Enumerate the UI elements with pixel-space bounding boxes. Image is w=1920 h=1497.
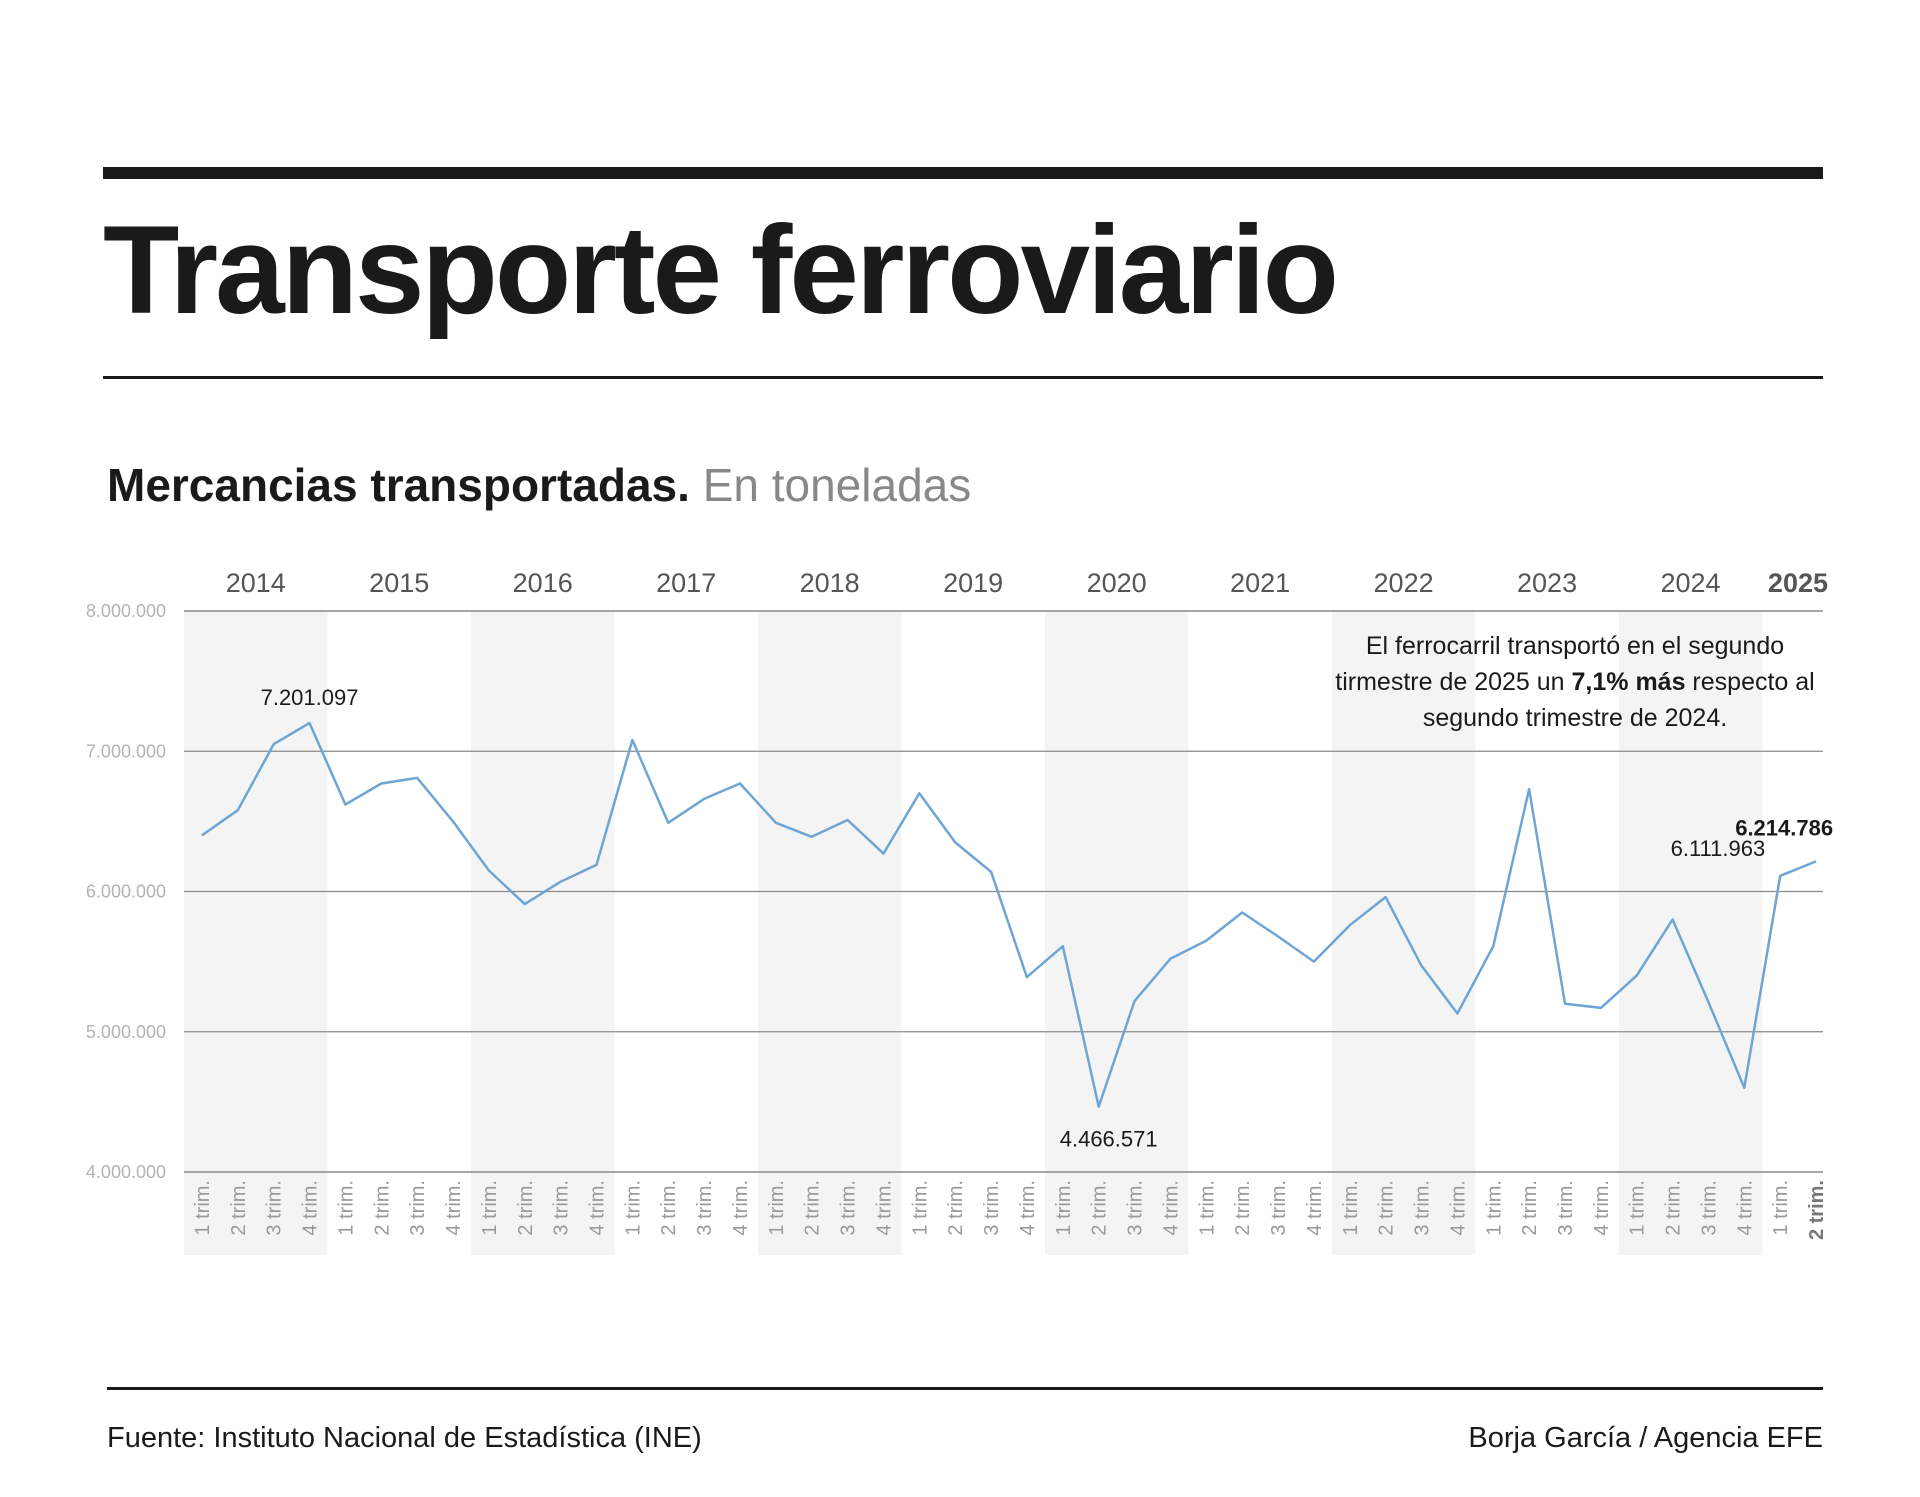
year-label: 2025 bbox=[1768, 568, 1828, 598]
year-band bbox=[184, 611, 328, 1255]
quarter-label: 4 trim. bbox=[443, 1180, 465, 1236]
quarter-label: 4 trim. bbox=[730, 1180, 752, 1236]
quarter-label: 3 trim. bbox=[1555, 1180, 1577, 1236]
quarter-label: 3 trim. bbox=[694, 1180, 716, 1236]
top-rule bbox=[103, 167, 1823, 179]
year-label: 2018 bbox=[800, 568, 860, 598]
quarter-label: 4 trim. bbox=[1304, 1180, 1326, 1236]
quarter-label: 4 trim. bbox=[587, 1180, 609, 1236]
year-label: 2021 bbox=[1230, 568, 1290, 598]
year-band bbox=[1044, 611, 1189, 1255]
annotation-text: tirmestre de 2025 un bbox=[1335, 668, 1571, 696]
source-note: Fuente: Instituto Nacional de Estadístic… bbox=[107, 1422, 702, 1454]
quarter-label: 3 trim. bbox=[1268, 1180, 1290, 1236]
quarter-label: 1 trim. bbox=[1196, 1180, 1218, 1236]
y-tick-label: 7.000.000 bbox=[86, 741, 166, 761]
year-label: 2017 bbox=[656, 568, 716, 598]
quarter-label: 4 trim. bbox=[1017, 1180, 1039, 1236]
quarter-label: 1 trim. bbox=[1483, 1180, 1505, 1236]
quarter-label: 4 trim. bbox=[1734, 1180, 1756, 1236]
quarter-label: 3 trim. bbox=[551, 1180, 573, 1236]
quarter-label: 4 trim. bbox=[1160, 1180, 1182, 1236]
quarter-label: 4 trim. bbox=[1591, 1180, 1613, 1236]
quarter-label: 2 trim. bbox=[1519, 1180, 1541, 1236]
year-labels: 2014 2015 2016 2017 2018 2019 2020 2021 2022 2023… bbox=[226, 568, 1828, 598]
data-label: 6.214.786 bbox=[1735, 815, 1833, 840]
quarter-label: 1 trim. bbox=[622, 1180, 644, 1236]
quarter-label: 2 trim. bbox=[1663, 1180, 1685, 1236]
y-tick-label: 4.000.000 bbox=[86, 1162, 166, 1182]
credit-note: Borja García / Agencia EFE bbox=[1468, 1422, 1823, 1454]
quarter-label: 1 trim. bbox=[909, 1180, 931, 1236]
quarter-label: 1 trim. bbox=[1770, 1180, 1792, 1236]
quarter-labels: 1 trim. 2 trim. 3 trim. 4 trim. 1 trim. 2 tri… bbox=[192, 1180, 1828, 1240]
year-band bbox=[470, 611, 615, 1255]
quarter-label: 1 trim. bbox=[1627, 1180, 1649, 1236]
quarter-label: 2 trim. bbox=[371, 1180, 393, 1236]
quarter-label: 1 trim. bbox=[1340, 1180, 1362, 1236]
series-line bbox=[201, 721, 1817, 1108]
year-label: 2024 bbox=[1661, 568, 1721, 598]
annotation-line: segundo trimestre de 2024. bbox=[1423, 704, 1727, 732]
line-chart: 8.000.000 7.000.000 6.000.000 5.000.000 4.00… bbox=[86, 568, 1833, 1255]
quarter-label: 3 trim. bbox=[838, 1180, 860, 1236]
quarter-label: 2 trim. bbox=[658, 1180, 680, 1236]
year-band bbox=[1618, 611, 1763, 1255]
year-label: 2015 bbox=[369, 568, 429, 598]
quarter-label: 2 trim. bbox=[1806, 1180, 1828, 1240]
y-tick-labels: 8.000.000 7.000.000 6.000.000 5.000.000 4.00… bbox=[86, 601, 166, 1182]
y-tick-label: 8.000.000 bbox=[86, 601, 166, 621]
annotation-line: tirmestre de 2025 un 7,1% más respecto a… bbox=[1335, 668, 1814, 696]
quarter-label: 2 trim. bbox=[945, 1180, 967, 1236]
data-label: 6.111.963 bbox=[1671, 836, 1766, 861]
annotation-line: El ferrocarril transportó en el segundo bbox=[1366, 632, 1784, 660]
y-tick-label: 6.000.000 bbox=[86, 882, 166, 902]
page-title: Transporte ferroviario bbox=[103, 201, 1339, 340]
quarter-label: 4 trim. bbox=[300, 1180, 322, 1236]
quarter-label: 1 trim. bbox=[335, 1180, 357, 1236]
quarter-label: 3 trim. bbox=[407, 1180, 429, 1236]
quarter-label: 3 trim. bbox=[264, 1180, 286, 1236]
year-band bbox=[757, 611, 902, 1255]
quarter-label: 2 trim. bbox=[515, 1180, 537, 1236]
year-label: 2019 bbox=[943, 568, 1003, 598]
quarter-label: 2 trim. bbox=[1232, 1180, 1254, 1236]
data-label: 7.201.097 bbox=[261, 685, 359, 710]
quarter-label: 2 trim. bbox=[228, 1180, 250, 1236]
annotation: El ferrocarril transportó en el segundo t… bbox=[1335, 632, 1814, 732]
quarter-label: 3 trim. bbox=[981, 1180, 1003, 1236]
title-rule bbox=[103, 376, 1823, 379]
quarter-label: 4 trim. bbox=[873, 1180, 895, 1236]
chart-subtitle: Mercancias transportadas. En toneladas bbox=[107, 462, 971, 508]
quarter-label: 1 trim. bbox=[479, 1180, 501, 1236]
quarter-label: 2 trim. bbox=[802, 1180, 824, 1236]
quarter-label: 1 trim. bbox=[192, 1180, 214, 1236]
quarter-label: 2 trim. bbox=[1376, 1180, 1398, 1236]
annotation-text: respecto al bbox=[1685, 668, 1814, 696]
subtitle-unit: En toneladas bbox=[702, 459, 972, 511]
year-label: 2014 bbox=[226, 568, 286, 598]
year-label: 2023 bbox=[1517, 568, 1577, 598]
data-label: 4.466.571 bbox=[1060, 1127, 1158, 1152]
subtitle-main: Mercancias transportadas. bbox=[107, 459, 690, 511]
annotation-highlight: 7,1% más bbox=[1572, 668, 1686, 696]
quarter-label: 3 trim. bbox=[1412, 1180, 1434, 1236]
quarter-label: 1 trim. bbox=[766, 1180, 788, 1236]
quarter-label: 3 trim. bbox=[1125, 1180, 1147, 1236]
grid-lines bbox=[184, 610, 1823, 1173]
quarter-label: 3 trim. bbox=[1698, 1180, 1720, 1236]
year-label: 2020 bbox=[1087, 568, 1147, 598]
year-label: 2022 bbox=[1374, 568, 1434, 598]
quarter-label: 4 trim. bbox=[1447, 1180, 1469, 1236]
y-tick-label: 5.000.000 bbox=[86, 1022, 166, 1042]
quarter-label: 1 trim. bbox=[1053, 1180, 1075, 1236]
quarter-label: 2 trim. bbox=[1089, 1180, 1111, 1236]
year-label: 2016 bbox=[513, 568, 573, 598]
footer-rule bbox=[107, 1387, 1823, 1390]
